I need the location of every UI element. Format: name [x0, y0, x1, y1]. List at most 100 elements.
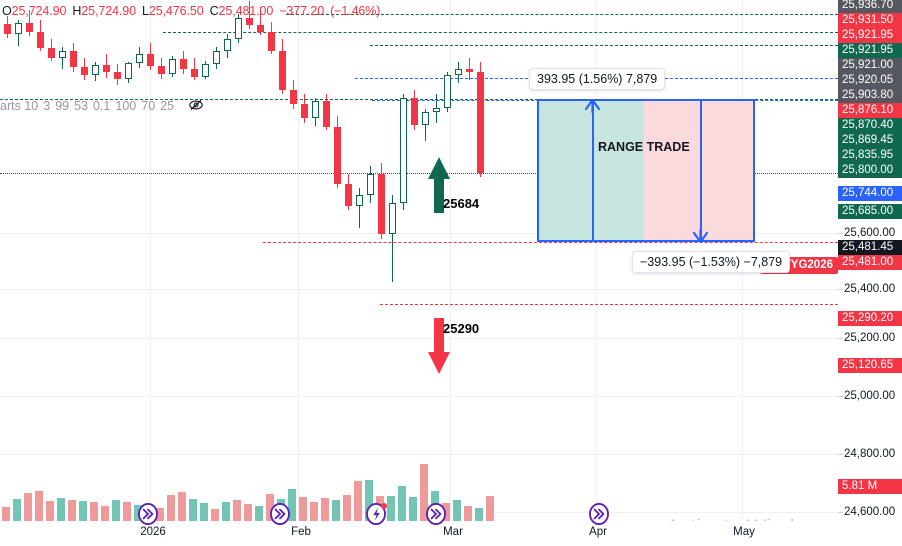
- fast-forward-icon[interactable]: [269, 502, 291, 530]
- volume-bar: [310, 502, 318, 521]
- price-tick-label: 25,600.00: [844, 227, 896, 239]
- price-tick-label: 24,800.00: [844, 448, 896, 460]
- candle-body: [92, 65, 99, 76]
- price-badge[interactable]: 25,481.00: [838, 255, 902, 270]
- candle-body: [114, 72, 121, 79]
- price-axis[interactable]: 25,600.00 25,400.00 25,200.00 25,000.00 24,8…: [838, 0, 902, 546]
- price-badge[interactable]: 25,481.45: [838, 240, 902, 255]
- price-badge[interactable]: 25,685.00: [838, 204, 902, 219]
- candle-body: [4, 24, 11, 34]
- volume-bar: [299, 497, 307, 521]
- price-level-line[interactable]: [286, 13, 838, 15]
- candle-body: [257, 25, 264, 32]
- candle-body: [411, 97, 418, 125]
- price-badge[interactable]: 5.81 M: [838, 479, 902, 494]
- ohlc-header: O25,724.90 H25,724.90 L25,476.50 C25,481.00…: [2, 4, 380, 18]
- ohlc-high-value: 25,724.90: [81, 4, 136, 18]
- volume-bar: [112, 500, 120, 521]
- volume-bar: [2, 507, 10, 521]
- price-badge[interactable]: 25,869.45: [838, 133, 902, 148]
- candle-body: [389, 202, 396, 235]
- range-arrow-shaft: [700, 99, 702, 243]
- volume-bar: [464, 506, 472, 521]
- price-level-line[interactable]: [163, 32, 838, 34]
- range-profit-tooltip: 393.95 (1.56%) 7,879: [529, 68, 666, 91]
- fast-forward-icon[interactable]: [588, 502, 610, 530]
- price-badge[interactable]: 25,835.95: [838, 148, 902, 163]
- range-trade-label: RANGE TRADE: [598, 140, 690, 155]
- price-badge[interactable]: 25,931.50: [838, 13, 902, 28]
- indicator-parameter: 99: [55, 99, 70, 113]
- grid-line-horizontal: [0, 512, 838, 513]
- price-badge[interactable]: 25,921.00: [838, 58, 902, 73]
- candle-body: [334, 126, 341, 184]
- ohlc-low-label: L: [142, 4, 149, 18]
- volume-bar: [486, 496, 494, 521]
- candle-body: [103, 65, 110, 73]
- price-badge[interactable]: 25,921.95: [838, 28, 902, 43]
- candle-body: [246, 18, 253, 26]
- price-level-line[interactable]: [263, 242, 838, 244]
- price-badge[interactable]: 25,920.05: [838, 73, 902, 88]
- price-level-line[interactable]: [0, 173, 838, 175]
- candle-body: [59, 50, 66, 58]
- volume-bar: [46, 501, 54, 521]
- volume-bar: [156, 508, 164, 521]
- candle-body: [268, 31, 275, 51]
- candle-body: [290, 89, 297, 105]
- candle-wick: [392, 195, 393, 283]
- candle-body: [125, 62, 132, 79]
- grid-line-horizontal: [0, 289, 838, 290]
- candle-body: [279, 50, 286, 90]
- price-badge[interactable]: 25,903.80: [838, 88, 902, 103]
- price-level-line[interactable]: [380, 303, 838, 305]
- grid-line-horizontal: [0, 338, 838, 339]
- volume-bar: [266, 494, 274, 521]
- volume-bar: [189, 499, 197, 521]
- price-badge[interactable]: 25,936.70: [838, 0, 902, 13]
- indicator-status-line[interactable]: arts 10 3 99 53 0.1 100 70 25: [0, 98, 203, 113]
- price-tick-label: 25,000.00: [844, 390, 896, 402]
- fast-forward-icon[interactable]: [425, 502, 447, 530]
- fast-forward-icon[interactable]: [137, 502, 159, 530]
- grid-line-horizontal: [0, 396, 838, 397]
- price-level-line[interactable]: [370, 44, 838, 46]
- candle-wick: [62, 47, 63, 69]
- volume-bar: [409, 497, 417, 521]
- volume-bar: [343, 495, 351, 521]
- volume-bar: [321, 498, 329, 521]
- eye-crossed-icon[interactable]: [188, 98, 203, 112]
- price-badge[interactable]: 25,290.20: [838, 311, 902, 326]
- grid-line-vertical: [298, 0, 299, 521]
- price-badge[interactable]: 25,921.95: [838, 43, 902, 58]
- time-axis-label: May: [733, 526, 755, 538]
- volume-bar: [365, 480, 373, 521]
- candle-body: [224, 39, 231, 52]
- time-axis[interactable]: 2026 Feb Mar Apr May: [0, 521, 838, 546]
- range-trade-box[interactable]: [537, 99, 755, 243]
- candle-body: [37, 31, 44, 48]
- price-badge[interactable]: 25,870.40: [838, 118, 902, 133]
- price-badge[interactable]: 25,120.65: [838, 358, 902, 373]
- volume-bar: [167, 495, 175, 521]
- candle-wick: [359, 188, 360, 228]
- ohlc-high-label: H: [72, 4, 82, 18]
- price-tick-mark: [838, 338, 843, 339]
- price-badge[interactable]: 25,800.00: [838, 163, 902, 178]
- candle-body: [202, 63, 209, 77]
- volume-bar: [255, 506, 263, 521]
- candle-wick: [260, 7, 261, 36]
- volume-bar: [68, 500, 76, 521]
- candle-body: [400, 97, 407, 203]
- ohlc-low-value: 25,476.50: [148, 4, 204, 18]
- candle-body: [169, 58, 176, 75]
- price-badge[interactable]: 25,876.10: [838, 103, 902, 118]
- candle-wick: [469, 57, 470, 80]
- volume-bar: [35, 491, 43, 521]
- price-tick-mark: [838, 233, 843, 234]
- ohlc-close-label: C: [209, 4, 219, 18]
- price-badge[interactable]: 25,744.00: [838, 186, 902, 201]
- lightning-icon[interactable]: [365, 502, 387, 530]
- chart-plot-area[interactable]: RANGE TRADE 393.95 (1.56%) 7,879 −393.95…: [0, 0, 838, 521]
